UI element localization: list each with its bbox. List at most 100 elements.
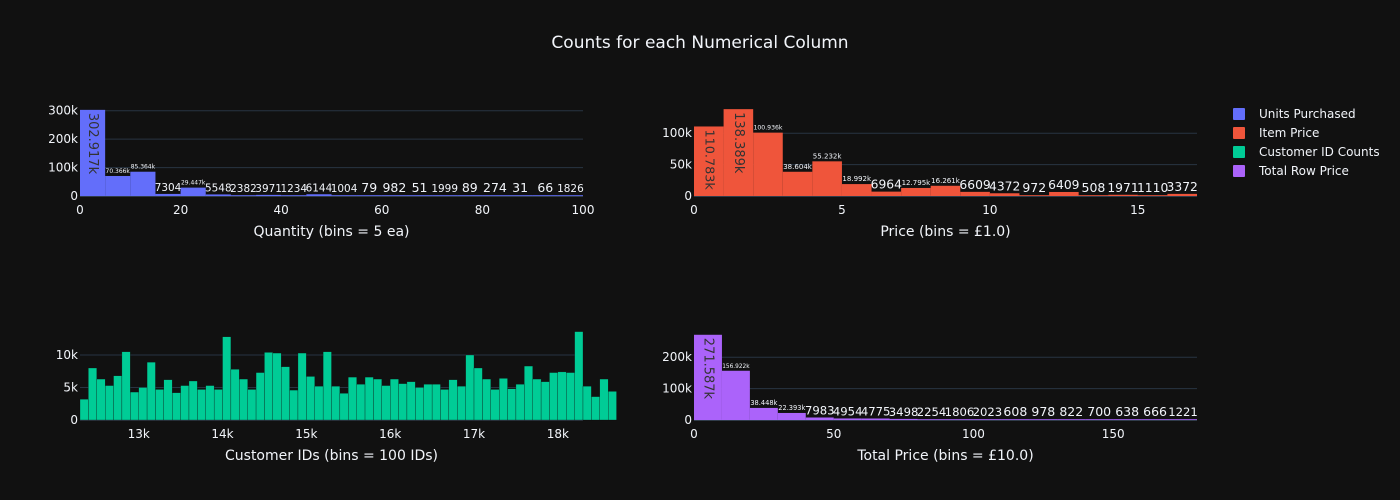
x-tick-label: 0 <box>76 203 84 217</box>
x-axis-title: Total Price (bins = £10.0) <box>856 448 1033 464</box>
histogram-bar <box>105 385 114 421</box>
bar-value-label: 29.447k <box>181 180 206 187</box>
chart-title: Counts for each Numerical Column <box>551 33 849 53</box>
histogram-bar <box>264 352 273 421</box>
bar-value-label: 1234 <box>280 183 307 195</box>
x-tick-label: 18k <box>547 427 569 441</box>
legend[interactable]: Units Purchased Item Price Customer ID C… <box>1233 104 1380 180</box>
y-tick-label: 50k <box>670 158 692 172</box>
bar-value-label: 18.992k <box>842 174 872 183</box>
histogram-bar <box>777 412 806 420</box>
histogram-bar <box>721 370 750 420</box>
bar-value-label: 138.389k <box>731 112 746 174</box>
legend-swatch <box>1233 107 1245 120</box>
histogram-bar <box>457 386 466 421</box>
histogram-bar <box>557 195 583 196</box>
histogram-bar <box>172 392 181 421</box>
histogram-bar <box>79 399 89 421</box>
bar-value-label: 79 <box>361 180 377 195</box>
histogram-bar <box>322 351 332 421</box>
bar-value-label: 31 <box>512 180 528 195</box>
histogram-bar <box>390 378 399 421</box>
histogram-bar <box>197 389 206 421</box>
bar-value-label: 5548 <box>205 182 232 194</box>
x-tick-label: 60 <box>374 203 389 217</box>
histogram-bar <box>1169 419 1197 420</box>
histogram-bar <box>289 389 299 421</box>
bar-value-label: 2254 <box>917 405 947 419</box>
x-tick-label: 100 <box>962 427 985 441</box>
histogram-bar <box>381 195 407 196</box>
histogram-bar <box>130 391 139 421</box>
histogram-bar <box>105 175 131 196</box>
histogram-bar <box>805 417 834 420</box>
histogram-bar <box>406 195 433 196</box>
legend-swatch <box>1233 145 1245 158</box>
bar-value-label: 1999 <box>431 183 458 195</box>
bar-value-label: 6609 <box>959 178 990 192</box>
x-tick-label: 80 <box>475 203 490 217</box>
histogram-bar <box>490 389 500 421</box>
histogram-bar <box>465 354 475 421</box>
histogram-bar <box>415 387 424 421</box>
histogram-bar <box>155 389 164 421</box>
x-tick-label: 20 <box>173 203 188 217</box>
y-tick-label: 10k <box>56 348 78 362</box>
histogram-bar <box>1057 419 1086 420</box>
histogram-bar <box>591 396 600 421</box>
histogram-bar <box>180 385 190 421</box>
bar-value-label: 1004 <box>331 183 358 195</box>
bar-value-label: 2023 <box>973 405 1003 419</box>
bar-value-label: 110.783k <box>701 129 716 190</box>
bar-value-label: 1826 <box>557 183 584 195</box>
bar-value-label: 2382 <box>230 183 257 195</box>
y-tick-label: 100k <box>662 126 692 140</box>
y-tick-label: 0 <box>70 189 78 203</box>
bar-value-label: 70.366k <box>106 168 131 175</box>
histogram-bar <box>1167 193 1197 196</box>
bar-value-label: 271.587k <box>700 338 715 400</box>
bar-value-label: 3971 <box>255 183 282 195</box>
y-tick-label: 200k <box>48 132 78 146</box>
histogram-bar <box>146 361 156 421</box>
histogram-bar <box>155 193 181 196</box>
x-tick-label: 15 <box>1130 203 1145 217</box>
x-tick-label: 10 <box>982 203 997 217</box>
bar-value-label: 4372 <box>989 179 1020 193</box>
legend-swatch <box>1233 164 1245 177</box>
x-axis-title: Price (bins = £1.0) <box>880 224 1010 240</box>
legend-item-units-purchased[interactable]: Units Purchased <box>1233 104 1380 123</box>
legend-label: Units Purchased <box>1259 106 1356 121</box>
histogram-bar <box>532 378 542 421</box>
histogram-bar <box>973 419 1002 420</box>
histogram-bar <box>130 171 156 196</box>
legend-item-item-price[interactable]: Item Price <box>1233 123 1380 142</box>
bar-value-label: 1806 <box>945 405 975 419</box>
histogram-bar <box>507 195 533 196</box>
y-tick-label: 5k <box>63 381 78 395</box>
bar-value-label: 508 <box>1082 180 1106 195</box>
legend-item-customer-id-counts[interactable]: Customer ID Counts <box>1233 142 1380 161</box>
histogram-bar <box>749 407 778 420</box>
histogram-bar <box>88 367 97 421</box>
bar-value-label: 3372 <box>1167 180 1198 194</box>
bar-value-label: 12.795k <box>902 178 932 187</box>
x-tick-label: 150 <box>1102 427 1125 441</box>
histogram-bar <box>339 393 349 421</box>
histogram-bar <box>423 384 433 421</box>
x-tick-label: 5 <box>838 203 846 217</box>
histogram-bar <box>297 352 307 421</box>
histogram-bar <box>482 195 508 196</box>
bar-value-label: 972 <box>1022 180 1046 195</box>
histogram-bar <box>482 378 491 421</box>
histogram-bar <box>473 367 483 421</box>
legend-swatch <box>1233 126 1245 139</box>
histogram-bar <box>549 372 559 421</box>
histogram-bar <box>1078 195 1109 196</box>
bar-value-label: 274 <box>483 180 507 195</box>
legend-item-total-row-price[interactable]: Total Row Price <box>1233 161 1380 180</box>
histogram-bar <box>356 195 382 196</box>
histogram-bar <box>841 184 872 196</box>
histogram-bar <box>440 389 450 421</box>
bar-value-label: 608 <box>1003 404 1027 419</box>
